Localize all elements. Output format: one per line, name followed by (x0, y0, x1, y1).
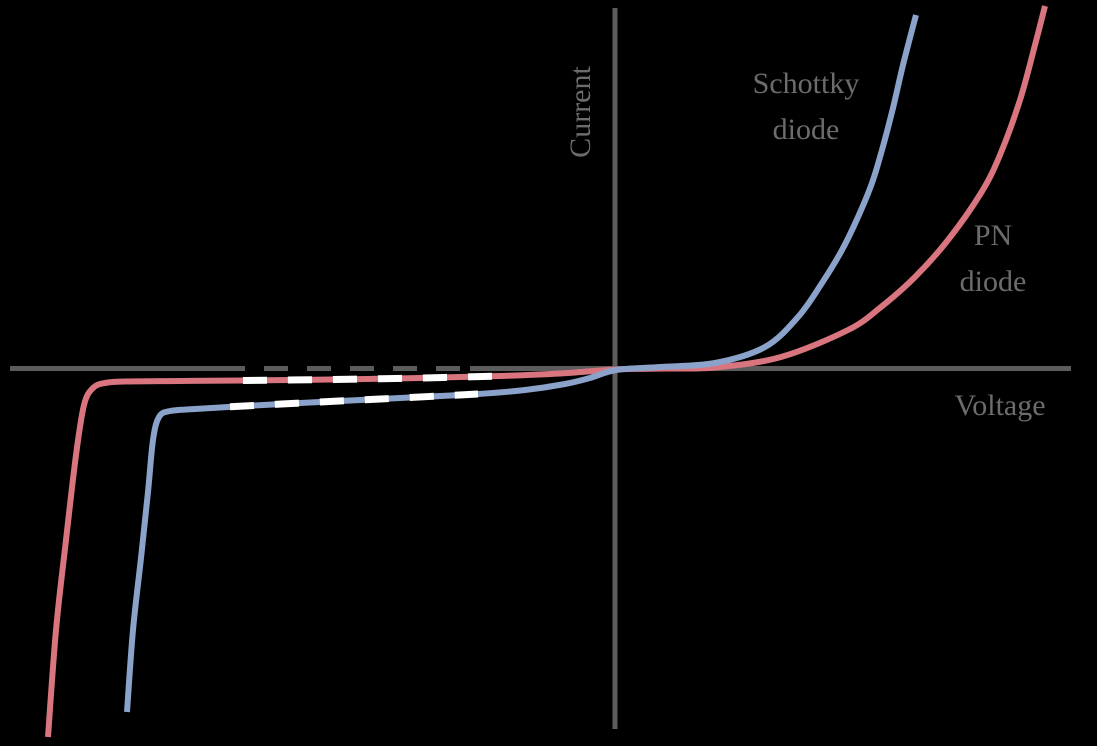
schottky-diode-curve (124, 14, 919, 713)
series-label-schottky-diode: Schottky diode (752, 67, 860, 146)
series-label-pn-diode: PN diode (959, 219, 1027, 298)
pn-diode-curve (45, 5, 1048, 738)
x-axis-label: Voltage (954, 389, 1046, 422)
y-axis-label: Current (564, 66, 597, 158)
